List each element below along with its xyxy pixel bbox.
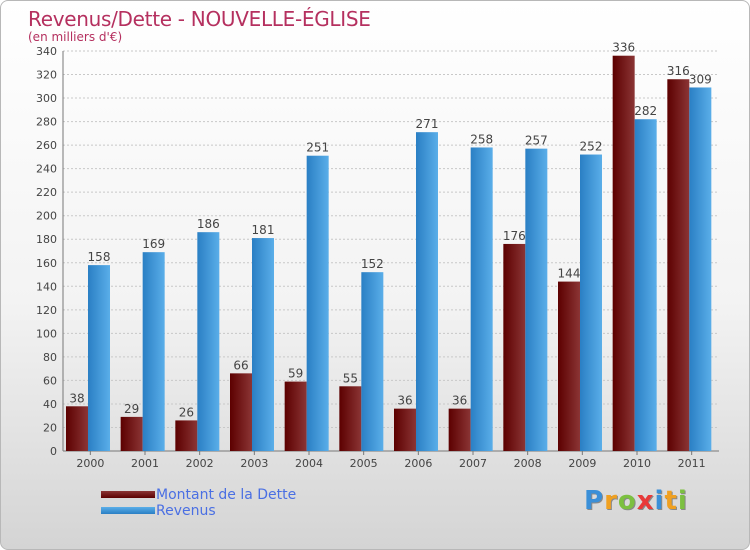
x-tick-label: 2011 bbox=[678, 457, 706, 470]
chart-title: Revenus/Dette - NOUVELLE-ÉGLISE bbox=[28, 7, 371, 31]
proxiti-logo: Proxiti bbox=[584, 486, 688, 516]
data-label-revenus: 309 bbox=[689, 72, 712, 86]
y-tick-label: 160 bbox=[36, 257, 57, 270]
data-label-revenus: 257 bbox=[525, 134, 548, 148]
logo-letter: t bbox=[664, 486, 678, 516]
y-tick-label: 80 bbox=[43, 351, 57, 364]
y-tick-label: 40 bbox=[43, 398, 57, 411]
data-label-dette: 55 bbox=[343, 371, 358, 385]
logo-letter: i bbox=[654, 486, 665, 516]
y-tick-label: 0 bbox=[50, 445, 57, 458]
bar-revenus bbox=[416, 132, 438, 452]
x-tick-label: 2006 bbox=[404, 457, 432, 470]
bar-dette bbox=[120, 416, 143, 451]
data-label-dette: 29 bbox=[124, 402, 139, 416]
y-tick-label: 340 bbox=[36, 45, 57, 58]
bar-dette bbox=[558, 281, 580, 451]
x-tick-label: 2008 bbox=[514, 457, 542, 470]
y-tick-label: 180 bbox=[36, 233, 57, 246]
data-label-revenus: 152 bbox=[361, 257, 384, 271]
y-tick-label: 120 bbox=[36, 304, 57, 317]
legend-label-dette: Montant de la Dette bbox=[156, 487, 297, 503]
y-tick-label: 280 bbox=[36, 116, 57, 129]
x-tick-label: 2005 bbox=[350, 457, 378, 470]
bar-revenus bbox=[634, 119, 657, 451]
y-tick-label: 60 bbox=[43, 374, 57, 387]
bar-dette bbox=[394, 408, 416, 451]
data-label-dette: 176 bbox=[503, 229, 526, 243]
x-tick-label: 2000 bbox=[76, 457, 104, 470]
data-label-revenus: 186 bbox=[197, 217, 220, 231]
bar-revenus bbox=[88, 265, 110, 451]
bar-revenus bbox=[197, 232, 220, 451]
data-label-dette: 36 bbox=[397, 394, 412, 408]
data-label-revenus: 181 bbox=[252, 223, 275, 237]
data-label-revenus: 251 bbox=[306, 141, 329, 155]
bar-revenus bbox=[580, 154, 602, 451]
logo-letter: r bbox=[604, 486, 618, 516]
x-tick-label: 2002 bbox=[186, 457, 214, 470]
x-tick-label: 2003 bbox=[240, 457, 268, 470]
bar-dette bbox=[284, 381, 307, 451]
y-tick-label: 320 bbox=[36, 69, 57, 82]
data-label-dette: 336 bbox=[612, 41, 635, 55]
bar-revenus bbox=[525, 148, 548, 451]
data-label-dette: 316 bbox=[667, 64, 690, 78]
bar-dette bbox=[503, 243, 526, 451]
data-label-revenus: 258 bbox=[470, 132, 493, 146]
bar-dette bbox=[667, 79, 690, 451]
bar-revenus bbox=[306, 155, 329, 452]
y-tick-label: 260 bbox=[36, 139, 57, 152]
bar-dette bbox=[230, 373, 252, 451]
bar-dette bbox=[66, 406, 88, 451]
data-label-dette: 36 bbox=[452, 394, 467, 408]
logo-letter: x bbox=[636, 486, 655, 516]
x-tick-label: 2009 bbox=[568, 457, 596, 470]
legend-swatch-revenus bbox=[101, 507, 155, 514]
x-tick-label: 2010 bbox=[623, 457, 651, 470]
data-label-dette: 26 bbox=[179, 405, 194, 419]
data-label-revenus: 282 bbox=[634, 104, 657, 118]
logo-letter: i bbox=[677, 486, 688, 516]
bar-revenus bbox=[252, 238, 274, 451]
logo-letter: o bbox=[617, 486, 637, 516]
data-label-revenus: 271 bbox=[416, 117, 439, 131]
bar-revenus bbox=[142, 252, 165, 451]
bar-dette bbox=[448, 408, 471, 451]
data-label-dette: 66 bbox=[233, 358, 248, 372]
legend-swatch-dette bbox=[101, 491, 155, 498]
bar-revenus bbox=[470, 147, 493, 451]
y-tick-label: 220 bbox=[36, 186, 57, 199]
y-tick-label: 140 bbox=[36, 280, 57, 293]
bar-dette bbox=[175, 420, 198, 451]
data-label-revenus: 252 bbox=[580, 140, 603, 154]
data-label-revenus: 169 bbox=[142, 237, 165, 251]
legend-label-revenus: Revenus bbox=[156, 503, 216, 519]
logo-letter: P bbox=[584, 486, 605, 516]
x-tick-label: 2004 bbox=[295, 457, 323, 470]
bar-revenus bbox=[689, 87, 712, 452]
y-tick-label: 240 bbox=[36, 163, 57, 176]
y-tick-label: 100 bbox=[36, 327, 57, 340]
x-tick-label: 2007 bbox=[459, 457, 487, 470]
bar-revenus bbox=[361, 272, 384, 451]
bar-dette bbox=[612, 55, 635, 452]
y-tick-label: 20 bbox=[43, 421, 57, 434]
chart-subtitle: (en milliers d'€) bbox=[28, 30, 123, 44]
data-label-dette: 59 bbox=[288, 367, 303, 381]
x-tick-label: 2001 bbox=[131, 457, 159, 470]
y-tick-label: 300 bbox=[36, 92, 57, 105]
data-label-revenus: 158 bbox=[88, 250, 111, 264]
data-label-dette: 38 bbox=[69, 391, 84, 405]
y-tick-label: 200 bbox=[36, 210, 57, 223]
bar-dette bbox=[339, 386, 362, 451]
data-label-dette: 144 bbox=[558, 267, 581, 281]
